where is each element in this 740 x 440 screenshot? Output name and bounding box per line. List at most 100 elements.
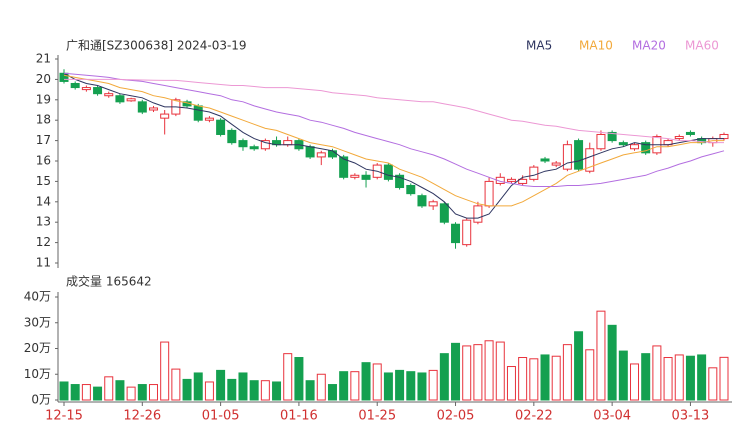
candle-body: [719, 133, 729, 140]
volume-bar: [540, 354, 550, 401]
volume-bar: [697, 354, 707, 401]
y-tick-label: 18: [36, 113, 51, 127]
y-tick-label: 20万: [24, 341, 51, 355]
candle-body: [59, 72, 69, 82]
volume-bar: [428, 369, 438, 401]
legend-entry: MA5: [526, 39, 552, 53]
candle-body: [428, 201, 438, 207]
volume-bar: [171, 368, 181, 401]
candle-body: [316, 152, 326, 158]
candle-body: [596, 133, 606, 150]
candle-body: [305, 146, 315, 158]
volume-bar: [451, 342, 461, 401]
volume-bar: [529, 358, 539, 401]
volume-bar: [305, 380, 315, 401]
volume-bar: [630, 363, 640, 401]
volume-bar: [484, 340, 494, 401]
x-tick-label: 12-26: [123, 409, 161, 424]
candle-body: [417, 195, 427, 207]
volume-bar: [518, 357, 528, 401]
volume-bar: [294, 357, 304, 401]
volume-bar: [81, 384, 91, 401]
volume-bar: [93, 386, 103, 401]
candle-body: [618, 142, 628, 146]
volume-bar: [316, 373, 326, 401]
volume-bar: [406, 371, 416, 401]
y-tick-label: 40万: [24, 290, 51, 304]
y-tick-label: 16: [36, 154, 51, 168]
candle-body: [193, 105, 203, 121]
candle-body: [160, 113, 170, 119]
volume-bar: [674, 354, 684, 401]
volume-bar: [663, 357, 673, 401]
volume-bar: [551, 355, 561, 401]
volume-bar: [708, 367, 718, 401]
volume-bar: [618, 350, 628, 401]
x-tick-label: 02-22: [515, 409, 553, 424]
volume-bar: [585, 349, 595, 401]
candle-body: [439, 203, 449, 223]
volume-bar: [685, 355, 695, 401]
ma-line: [64, 78, 724, 144]
candle-body: [630, 144, 640, 150]
candle-body: [327, 150, 337, 158]
volume-bar: [574, 331, 584, 401]
candle-body: [674, 136, 684, 140]
volume-bar: [260, 380, 270, 401]
volume-bar: [395, 369, 405, 401]
volume-bar: [719, 356, 729, 401]
candle-body: [350, 174, 360, 178]
volume-bar: [495, 341, 505, 401]
candle-body: [227, 129, 237, 144]
volume-bar: [216, 369, 226, 401]
volume-bar: [641, 353, 651, 401]
volume-bar: [327, 384, 337, 401]
volume-bar: [462, 345, 472, 401]
volume-bar: [148, 384, 158, 401]
candle-body: [216, 119, 226, 135]
ma-line: [63, 74, 724, 207]
candle-body: [473, 205, 483, 223]
chart-title: 广和通[SZ300638] 2024-03-19: [66, 39, 247, 53]
y-tick-label: 12: [36, 235, 51, 249]
candle-body: [361, 174, 371, 180]
candle-body: [585, 148, 595, 172]
candle-body: [104, 93, 114, 97]
candle-body: [238, 140, 248, 148]
volume-bar: [70, 384, 80, 401]
y-tick-label: 11: [36, 256, 51, 270]
y-tick-label: 30万: [24, 315, 51, 329]
volume-bar: [193, 372, 203, 401]
x-tick-label: 01-05: [202, 409, 240, 424]
volume-bar: [506, 366, 516, 401]
volume-bar: [339, 371, 349, 401]
volume-bar: [160, 341, 170, 401]
y-tick-label: 21: [36, 52, 51, 66]
candle-body: [148, 107, 158, 111]
volume-bar: [562, 344, 572, 401]
candle-body: [115, 95, 125, 103]
candle-body: [126, 98, 136, 102]
y-tick-label: 13: [36, 215, 51, 229]
volume-bar: [652, 345, 662, 401]
volume-bar: [272, 381, 282, 401]
volume-bar: [596, 310, 606, 401]
legend-entry: MA60: [685, 39, 719, 53]
volume-bar: [126, 386, 136, 401]
volume-bar: [115, 380, 125, 401]
candle-body: [395, 174, 405, 189]
candle-body: [383, 164, 393, 180]
volume-bar: [439, 353, 449, 401]
candle-body: [641, 142, 651, 154]
x-tick-label: 03-13: [672, 409, 710, 424]
ma-line: [63, 72, 724, 219]
candle-body: [339, 156, 349, 178]
y-tick-label: 14: [36, 194, 51, 208]
candle-body: [93, 87, 103, 95]
candle-body: [685, 131, 695, 135]
x-tick-label: 02-05: [437, 409, 475, 424]
volume-bar: [104, 376, 114, 401]
y-tick-label: 17: [36, 133, 51, 147]
candle-body: [518, 178, 528, 184]
